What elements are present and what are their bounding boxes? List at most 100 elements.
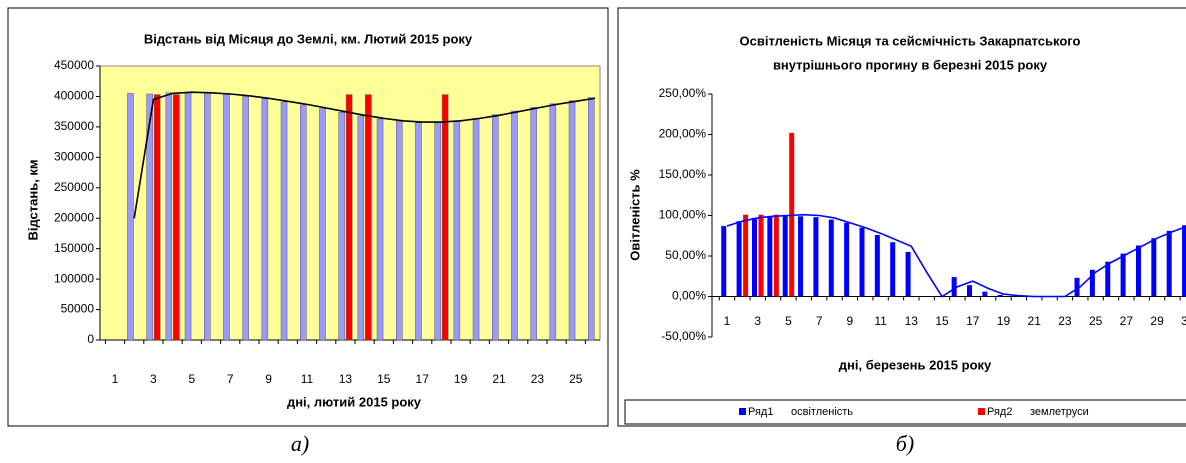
x-tick-label: 25 bbox=[569, 372, 583, 386]
bar bbox=[1089, 269, 1095, 297]
bar bbox=[1105, 261, 1111, 297]
y-tick-label: 100,00% bbox=[659, 208, 707, 222]
bar bbox=[1182, 225, 1186, 297]
chart-title: внутрішнього прогину в березні 2015 року bbox=[773, 57, 1048, 72]
x-tick-label: 23 bbox=[531, 372, 545, 386]
x-axis-title: дні, лютий 2015 року bbox=[287, 394, 422, 409]
bar bbox=[472, 118, 480, 341]
y-tick-label: 350000 bbox=[54, 119, 94, 133]
x-tick-label: 21 bbox=[1028, 314, 1042, 328]
x-tick-label: 27 bbox=[1120, 314, 1134, 328]
caption: а) bbox=[291, 431, 309, 456]
x-tick-label: 9 bbox=[847, 314, 854, 328]
bar bbox=[376, 118, 384, 341]
bar bbox=[345, 94, 353, 341]
trend-line bbox=[726, 213, 1186, 298]
y-tick-label: 200,00% bbox=[659, 127, 707, 141]
x-tick-label: 3 bbox=[150, 372, 157, 386]
y-axis-title: Овітленість % bbox=[627, 169, 642, 261]
bar bbox=[530, 107, 537, 341]
bar bbox=[357, 115, 365, 341]
y-tick-label: 150000 bbox=[54, 241, 94, 255]
x-axis-title: дні, березень 2015 року bbox=[839, 357, 992, 372]
y-tick-label: 50000 bbox=[61, 302, 95, 316]
bar bbox=[997, 294, 1003, 297]
x-tick-label: 19 bbox=[997, 314, 1011, 328]
bar bbox=[844, 222, 850, 297]
bar bbox=[280, 101, 288, 341]
bar bbox=[813, 217, 819, 297]
x-tick-label: 3 bbox=[754, 314, 761, 328]
bar bbox=[261, 98, 269, 341]
bar bbox=[396, 121, 403, 341]
bar bbox=[773, 214, 779, 297]
bar bbox=[300, 104, 307, 341]
bar bbox=[951, 277, 957, 297]
bar bbox=[1151, 238, 1157, 297]
bar bbox=[767, 216, 773, 297]
bar bbox=[319, 108, 326, 341]
x-tick-label: 25 bbox=[1089, 314, 1103, 328]
bar bbox=[967, 285, 973, 297]
bar bbox=[798, 216, 804, 297]
y-tick-label: 0 bbox=[87, 332, 94, 346]
x-tick-label: 11 bbox=[874, 314, 887, 328]
bar bbox=[338, 112, 345, 341]
caption: б) bbox=[896, 431, 914, 456]
legend-box bbox=[624, 399, 1186, 425]
bar bbox=[982, 291, 988, 297]
bar bbox=[511, 110, 518, 341]
bar bbox=[1074, 277, 1080, 297]
bar bbox=[1166, 230, 1172, 297]
y-tick-label: 50,00% bbox=[665, 248, 706, 262]
bar bbox=[782, 215, 788, 297]
x-tick-label: 7 bbox=[227, 372, 234, 386]
bar bbox=[453, 120, 461, 341]
bar bbox=[165, 92, 173, 341]
x-tick-label: 21 bbox=[492, 372, 506, 386]
chart-title: Освітленість Місяця та сейсмічність Зака… bbox=[740, 33, 1081, 48]
bar bbox=[153, 94, 161, 341]
bar bbox=[1120, 253, 1126, 297]
bar bbox=[549, 103, 557, 341]
legend-label: Ряд2 bbox=[987, 406, 1012, 418]
x-tick-label: 17 bbox=[416, 372, 430, 386]
x-tick-label: 1 bbox=[724, 314, 731, 328]
legend-label: Ряд1 bbox=[748, 406, 773, 418]
bar bbox=[365, 94, 372, 341]
bar bbox=[874, 234, 880, 297]
x-tick-label: 13 bbox=[339, 372, 353, 386]
bar bbox=[434, 122, 441, 341]
bar bbox=[204, 92, 211, 341]
bar bbox=[415, 122, 422, 341]
y-tick-label: 400000 bbox=[54, 89, 94, 103]
y-axis-title: Відстань, км bbox=[25, 159, 40, 240]
legend-swatch bbox=[739, 408, 746, 415]
bar bbox=[242, 96, 249, 341]
bar bbox=[1135, 245, 1141, 297]
x-tick-label: 9 bbox=[265, 372, 272, 386]
bar bbox=[751, 217, 757, 297]
x-tick-label: 31 bbox=[1181, 314, 1186, 328]
bar bbox=[859, 227, 865, 297]
x-tick-label: 23 bbox=[1058, 314, 1072, 328]
y-tick-label: 150,00% bbox=[659, 167, 707, 181]
trend-line bbox=[133, 91, 596, 219]
y-tick-label: 250,00% bbox=[659, 86, 707, 100]
legend-description: освітленість bbox=[791, 406, 853, 418]
x-tick-label: 5 bbox=[188, 372, 195, 386]
x-tick-label: 7 bbox=[816, 314, 823, 328]
y-tick-label: 100000 bbox=[54, 271, 94, 285]
x-tick-label: 1 bbox=[112, 372, 119, 386]
bar bbox=[146, 93, 153, 341]
legend-description: землетруси bbox=[1030, 406, 1089, 418]
x-tick-label: 13 bbox=[905, 314, 919, 328]
y-tick-label: 200000 bbox=[54, 210, 94, 224]
y-tick-label: -50,00% bbox=[661, 329, 706, 343]
legend-swatch bbox=[978, 408, 985, 415]
bar bbox=[588, 97, 595, 341]
bar bbox=[127, 93, 134, 341]
bar bbox=[568, 100, 576, 341]
bar bbox=[184, 91, 192, 341]
